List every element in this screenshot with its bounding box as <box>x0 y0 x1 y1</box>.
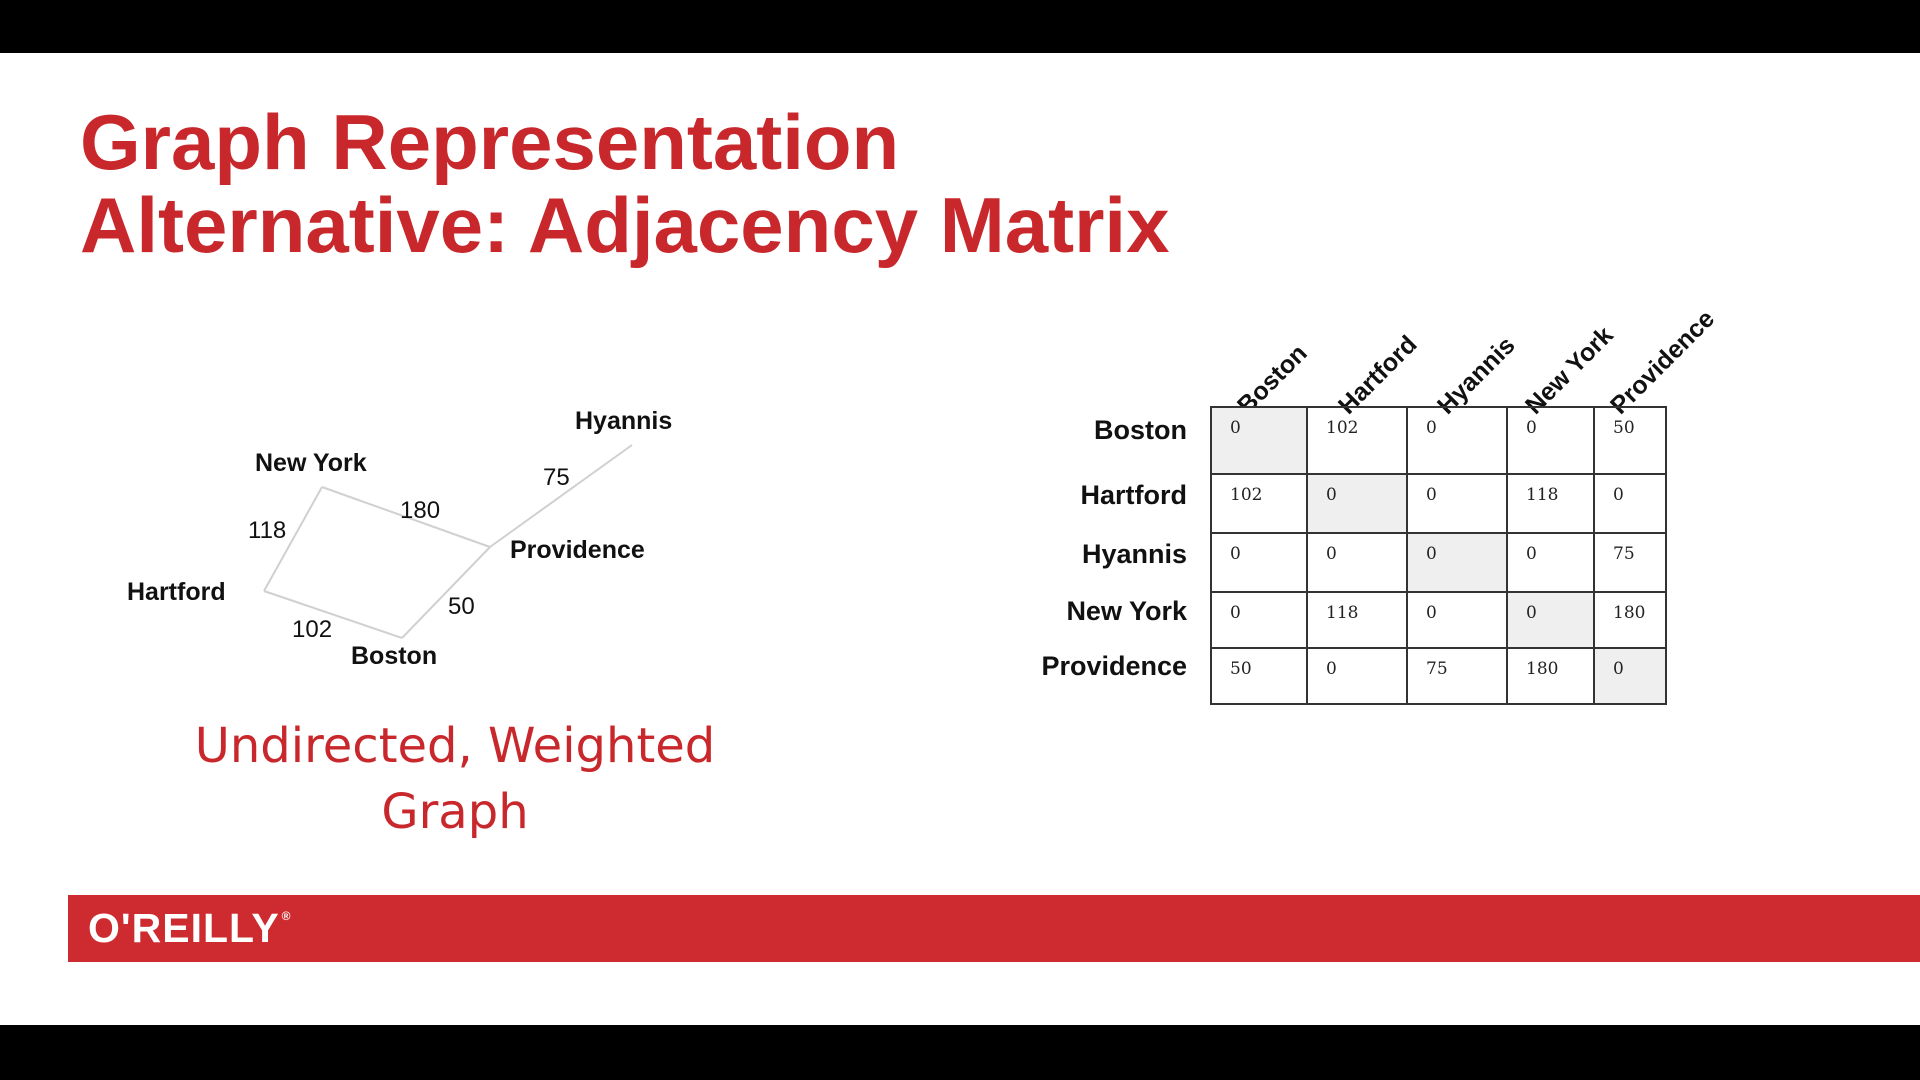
graph-node-labels: Hyannis New York Providence Hartford Bos… <box>127 407 672 670</box>
slide: Graph Representation Alternative: Adjace… <box>0 53 1920 1025</box>
node-hyannis: Hyannis <box>575 407 672 435</box>
matrix-cell: 50 <box>1210 647 1308 705</box>
matrix-cell: 50 <box>1593 406 1667 475</box>
matrix-cell: 0 <box>1406 591 1508 649</box>
matrix-cell: 0 <box>1406 406 1508 475</box>
matrix-cell: 180 <box>1506 647 1595 705</box>
matrix-cell: 102 <box>1210 473 1308 534</box>
matrix-row-new-york: New York <box>1066 596 1187 626</box>
matrix-row: 102 0 0 118 0 <box>1210 473 1667 534</box>
matrix-cell: 0 <box>1306 647 1408 705</box>
matrix-row: 0 102 0 0 50 <box>1210 406 1667 475</box>
matrix-cell: 0 <box>1406 532 1508 593</box>
edge-newyork-providence <box>321 486 491 548</box>
graph-weight-labels: 118 180 75 50 102 <box>248 464 570 643</box>
caption-line-1: Undirected, Weighted <box>194 718 716 774</box>
oreilly-logo: O'REILLY ® <box>88 905 292 951</box>
weight-providence-boston: 50 <box>448 593 475 620</box>
matrix-cell: 0 <box>1306 532 1408 593</box>
footer-bar: O'REILLY ® <box>68 895 1920 962</box>
matrix-cell: 75 <box>1593 532 1667 593</box>
slide-title-line-1: Graph Representation <box>80 98 900 186</box>
matrix-row: 50 0 75 180 0 <box>1210 647 1667 705</box>
node-hartford: Hartford <box>127 578 226 606</box>
matrix-cell: 0 <box>1306 473 1408 534</box>
matrix-cell: 0 <box>1406 473 1508 534</box>
matrix-cell: 118 <box>1506 473 1595 534</box>
matrix-cell: 0 <box>1210 532 1308 593</box>
node-providence: Providence <box>510 536 645 564</box>
node-new-york: New York <box>255 449 367 477</box>
graph-caption: Undirected, Weighted Graph <box>150 713 760 845</box>
graph-edges <box>263 444 633 639</box>
matrix-row-hartford: Hartford <box>1080 480 1188 510</box>
node-boston: Boston <box>351 642 437 670</box>
matrix-cell: 118 <box>1306 591 1408 649</box>
edge-newyork-hartford <box>263 486 323 592</box>
weight-hartford-boston: 102 <box>292 616 332 643</box>
matrix-cell: 0 <box>1210 406 1308 475</box>
adjacency-matrix: 0 102 0 0 50 102 0 0 118 0 0 0 0 0 75 <box>1210 406 1667 705</box>
weight-providence-hyannis: 75 <box>543 464 570 491</box>
matrix-row-boston: Boston <box>1094 415 1187 445</box>
slide-title-line-2: Alternative: Adjacency Matrix <box>80 181 1170 269</box>
weight-newyork-hartford: 118 <box>248 517 286 544</box>
matrix-cell: 0 <box>1210 591 1308 649</box>
matrix-cell: 0 <box>1506 406 1595 475</box>
matrix-cell: 180 <box>1593 591 1667 649</box>
matrix-cell: 0 <box>1593 647 1667 705</box>
matrix-row-providence: Providence <box>1041 651 1187 681</box>
weight-newyork-providence: 180 <box>400 497 440 524</box>
caption-line-2: Graph <box>381 784 529 840</box>
matrix-cell: 102 <box>1306 406 1408 475</box>
edge-providence-hyannis <box>489 444 633 548</box>
matrix-cell: 0 <box>1506 532 1595 593</box>
matrix-cell: 75 <box>1406 647 1508 705</box>
matrix-row-hyannis: Hyannis <box>1081 539 1187 569</box>
matrix-cell: 0 <box>1506 591 1595 649</box>
matrix-cell: 0 <box>1593 473 1667 534</box>
graph-diagram: Hyannis New York Providence Hartford Bos… <box>127 407 672 670</box>
matrix-row: 0 118 0 0 180 <box>1210 591 1667 649</box>
edge-providence-boston <box>401 546 491 639</box>
matrix-row: 0 0 0 0 75 <box>1210 532 1667 593</box>
edge-hartford-boston <box>263 590 403 639</box>
